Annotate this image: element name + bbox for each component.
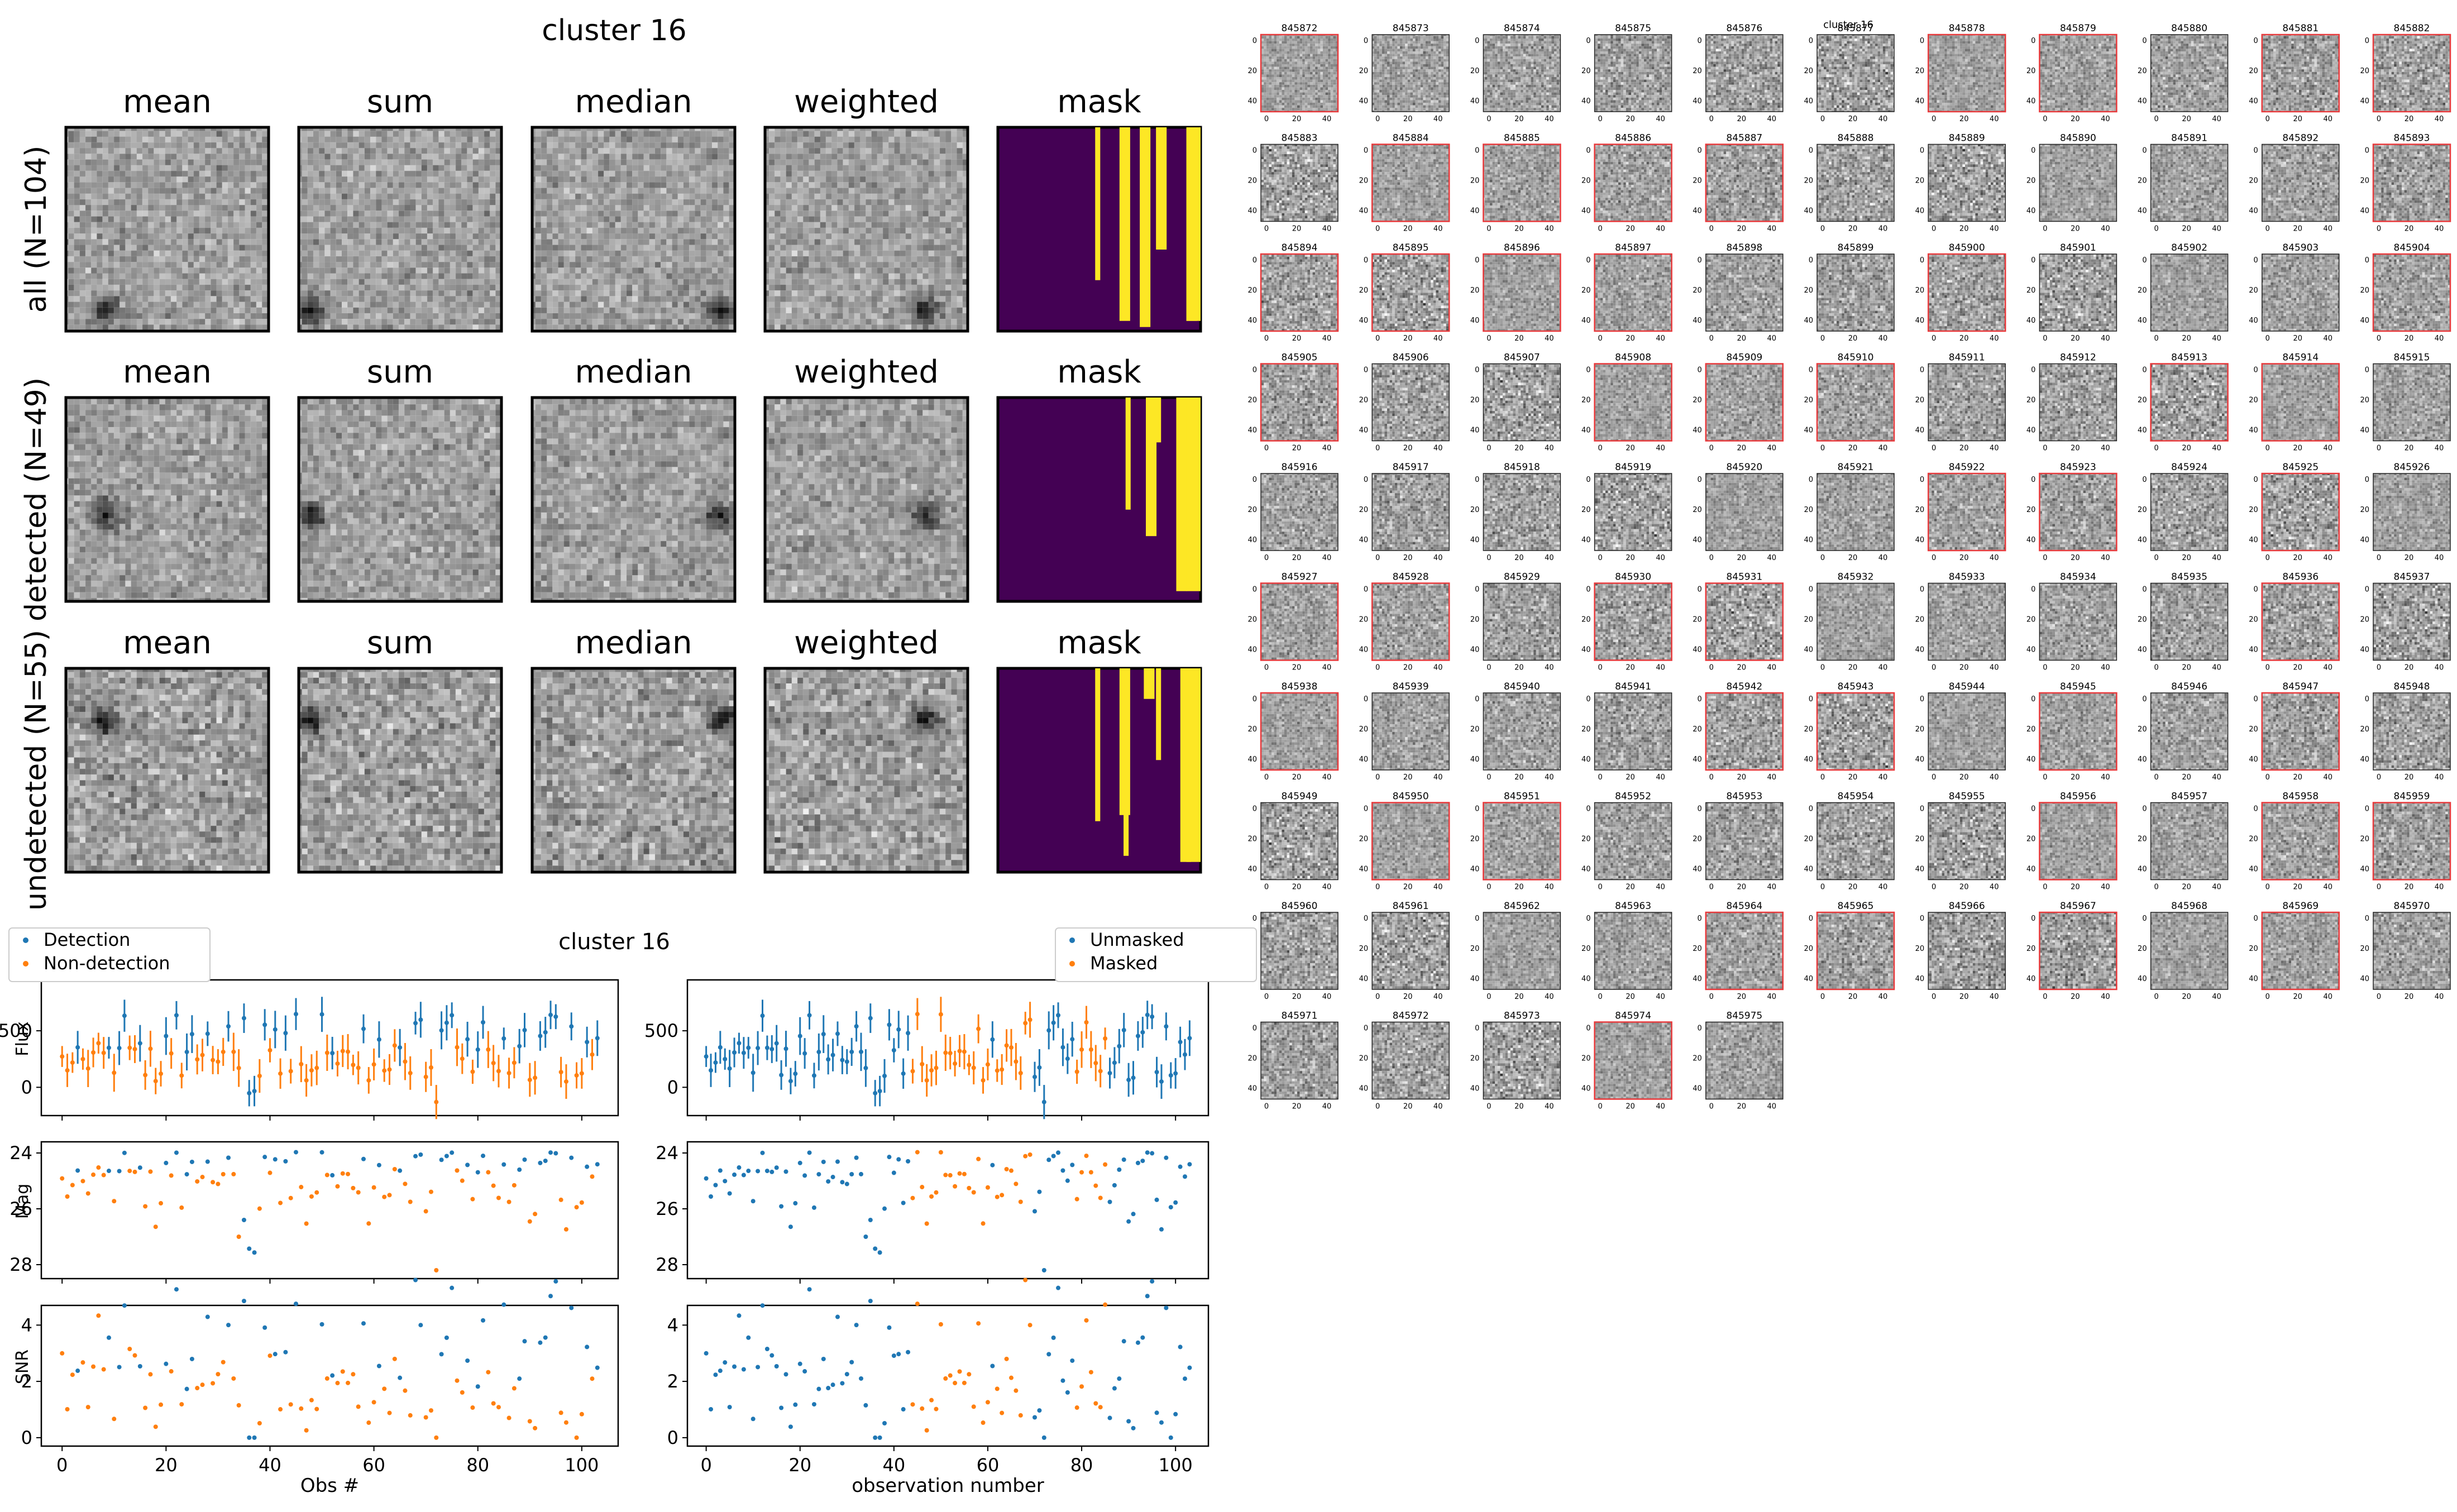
figure-canvas: cluster 16meansummedianweightedmaskall (… [0,0,2457,1510]
figure-svg: cluster 16meansummedianweightedmaskall (… [0,0,2457,1510]
